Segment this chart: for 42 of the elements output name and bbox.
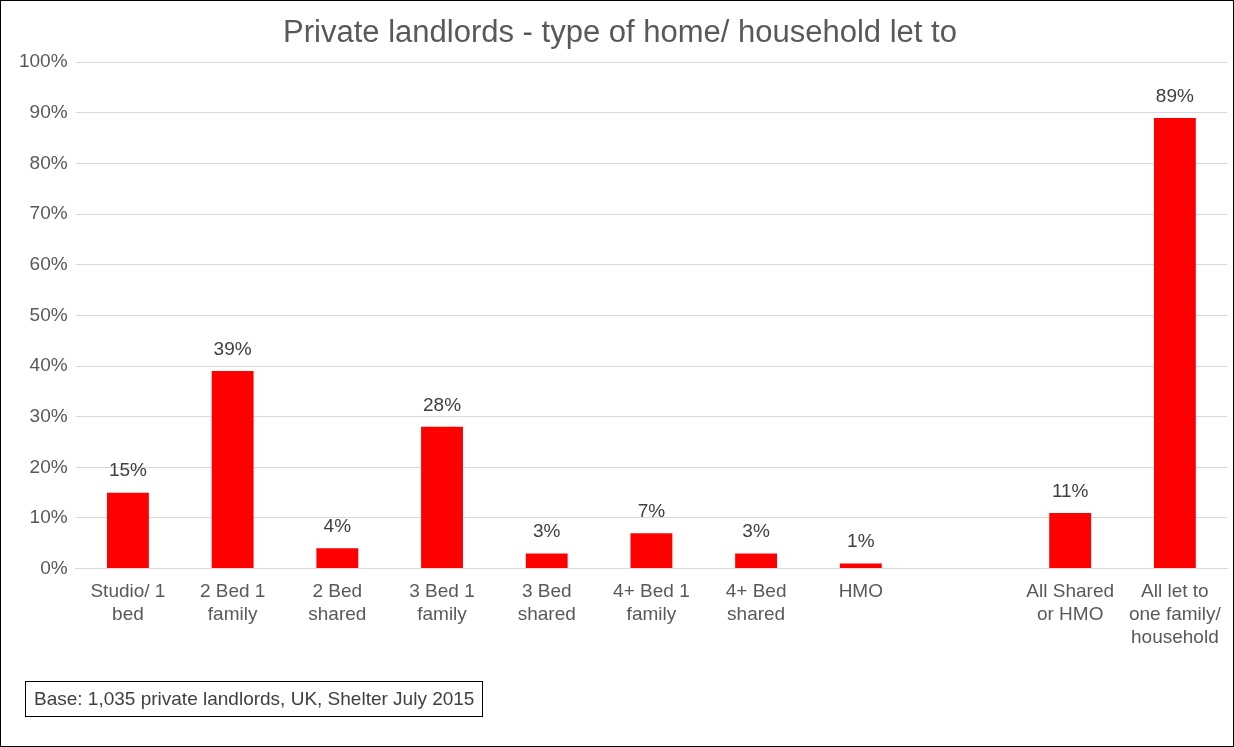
bar <box>1049 512 1092 569</box>
bar <box>1153 117 1196 569</box>
data-label: 28% <box>423 393 462 415</box>
y-tick-label: 50% <box>29 303 68 325</box>
bar <box>107 492 149 569</box>
y-tick-label: 0% <box>40 556 68 578</box>
data-label: 4% <box>323 515 352 537</box>
data-label: 1% <box>847 530 875 552</box>
data-label: 3% <box>742 520 770 542</box>
bar <box>630 533 673 569</box>
y-tick-label: 70% <box>29 202 68 224</box>
x-tick-label: 4+ Bed 1 family <box>613 580 690 625</box>
y-tick-label: 80% <box>29 151 68 173</box>
data-label: 89% <box>1155 84 1194 106</box>
data-label: 39% <box>213 337 252 359</box>
y-tick-label: 30% <box>29 404 68 426</box>
x-tick-label: 4+ Bed shared <box>725 580 787 625</box>
data-label: 15% <box>108 459 148 481</box>
y-tick-label: 10% <box>29 506 68 528</box>
chart-title: Private landlords - type of home/ household let to <box>283 14 957 50</box>
y-tick-label: 60% <box>29 252 68 274</box>
x-tick-label: All let to one family/ household <box>1128 580 1222 647</box>
x-tick-label: All Shared or HMO <box>1026 580 1115 625</box>
bar <box>316 548 359 569</box>
x-tick-label: 2 Bed shared <box>308 580 367 625</box>
x-tick-label: 3 Bed shared <box>517 580 576 625</box>
bar <box>211 371 254 569</box>
y-tick-label: 100% <box>18 50 68 72</box>
x-tick-label: HMO <box>838 580 883 602</box>
data-label: 7% <box>637 499 666 521</box>
x-tick-label: 3 Bed 1 family <box>409 580 475 625</box>
y-tick-label: 20% <box>29 455 68 477</box>
bar <box>421 426 463 569</box>
bar <box>525 553 568 569</box>
text: Base: 1,035 private landlords, UK, Shelter July 2015 <box>25 681 484 717</box>
x-tick-label: Studio/ 1 bed <box>90 580 166 625</box>
bar <box>735 553 778 569</box>
x-tick-label: 2 Bed 1 family <box>199 580 266 625</box>
data-label: 3% <box>532 520 561 542</box>
y-tick-label: 40% <box>29 354 68 376</box>
y-tick-label: 90% <box>29 101 68 123</box>
data-label: 11% <box>1051 479 1089 501</box>
